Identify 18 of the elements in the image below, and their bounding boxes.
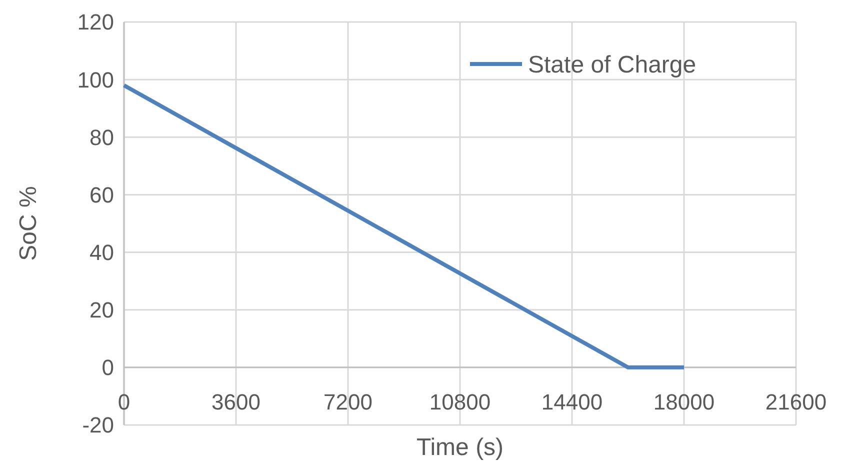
y-tick-label: 20 bbox=[90, 298, 114, 323]
y-tick-label: 60 bbox=[90, 182, 114, 208]
y-tick-label: 40 bbox=[90, 240, 114, 265]
x-tick-label: 7200 bbox=[324, 389, 372, 414]
y-axis-title: SoC % bbox=[15, 186, 42, 261]
x-tick-label: 3600 bbox=[212, 389, 260, 414]
y-tick-label: 100 bbox=[77, 67, 114, 92]
x-tick-label: 10800 bbox=[429, 389, 491, 414]
x-tick-label: 14400 bbox=[541, 389, 603, 414]
x-tick-label: 0 bbox=[118, 389, 130, 414]
y-tick-label: 120 bbox=[77, 10, 114, 35]
legend-label: State of Charge bbox=[528, 51, 696, 78]
x-tick-label: 18000 bbox=[653, 389, 715, 414]
x-tick-label: 21600 bbox=[765, 389, 827, 414]
y-tick-label: -20 bbox=[82, 412, 114, 438]
y-tick-label: 0 bbox=[102, 355, 114, 380]
x-axis-title: Time (s) bbox=[416, 434, 504, 461]
y-tick-label: 80 bbox=[90, 124, 114, 150]
